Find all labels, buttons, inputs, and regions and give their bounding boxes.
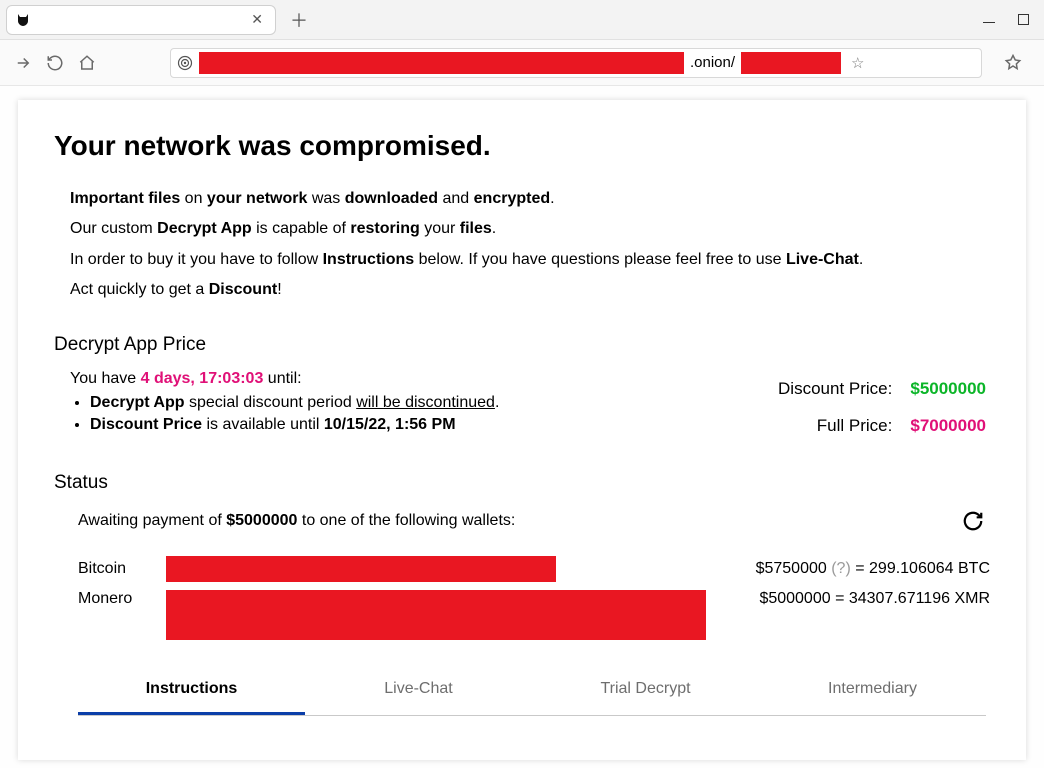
wallet-list: Bitcoin $5750000 (?) = 299.106064 BTC Mo… <box>78 556 990 640</box>
cat-favicon-icon <box>15 12 31 28</box>
full-price-value: $7000000 <box>910 416 986 435</box>
window-controls <box>982 13 1034 27</box>
btc-label: Bitcoin <box>78 560 148 578</box>
awaiting-payment-text: Awaiting payment of $5000000 to one of t… <box>78 512 515 530</box>
tab-intermediary[interactable]: Intermediary <box>759 666 986 715</box>
btc-help-icon[interactable]: (?) <box>831 560 851 577</box>
refresh-status-icon[interactable] <box>962 510 984 532</box>
library-icon[interactable] <box>996 54 1030 72</box>
tab-trial-decrypt[interactable]: Trial Decrypt <box>532 666 759 715</box>
url-redacted-host <box>199 52 684 74</box>
url-redacted-path <box>741 52 841 74</box>
url-bar[interactable]: .onion/ ☆ <box>170 48 982 78</box>
price-section-title: Decrypt App Price <box>54 334 990 356</box>
forward-button[interactable] <box>14 54 32 72</box>
price-summary: Discount Price: $5000000 Full Price: $7000… <box>772 370 986 445</box>
full-price-label: Full Price: <box>772 407 892 444</box>
bookmark-star-icon[interactable]: ☆ <box>847 54 868 72</box>
page-title: Your network was compromised. <box>54 130 990 162</box>
tab-live-chat[interactable]: Live-Chat <box>305 666 532 715</box>
home-button[interactable] <box>78 54 96 72</box>
tab-close-icon[interactable]: ✕ <box>247 11 267 28</box>
discount-price-label: Discount Price: <box>772 370 892 407</box>
price-bullets: Decrypt App special discount period will… <box>90 394 499 434</box>
wallet-row-btc: Bitcoin $5750000 (?) = 299.106064 BTC <box>78 556 990 582</box>
new-tab-button[interactable]: ＋ <box>282 7 316 33</box>
page-content: Your network was compromised. Important … <box>18 100 1026 760</box>
intro-text: Important files on your network was down… <box>70 184 990 306</box>
browser-tab[interactable]: ✕ <box>6 5 276 35</box>
maximize-button[interactable] <box>1016 13 1030 27</box>
xmr-label: Monero <box>78 590 148 608</box>
t: Important files <box>70 190 180 207</box>
reload-button[interactable] <box>46 54 64 72</box>
browser-toolbar: .onion/ ☆ <box>0 40 1044 86</box>
tab-instructions[interactable]: Instructions <box>78 666 305 715</box>
status-section-title: Status <box>54 472 990 494</box>
onion-permission-icon <box>177 55 193 71</box>
browser-tabs: ✕ ＋ <box>6 5 316 35</box>
xmr-conversion: $5000000 = 34307.671196 XMR <box>759 590 990 608</box>
countdown-timer: 4 days, 17:03:03 <box>141 370 264 387</box>
btc-address-redacted <box>166 556 556 582</box>
xmr-address-redacted <box>166 590 706 640</box>
content-tabs: Instructions Live-Chat Trial Decrypt Int… <box>78 666 986 716</box>
minimize-button[interactable] <box>982 13 996 27</box>
countdown-line: You have 4 days, 17:03:03 until: <box>70 370 499 388</box>
window-titlebar: ✕ ＋ <box>0 0 1044 40</box>
wallet-row-xmr: Monero $5000000 = 34307.671196 XMR <box>78 590 990 640</box>
discount-price-value: $5000000 <box>910 379 986 398</box>
btc-conversion: $5750000 (?) = 299.106064 BTC <box>756 560 990 578</box>
url-suffix: .onion/ <box>690 54 735 71</box>
